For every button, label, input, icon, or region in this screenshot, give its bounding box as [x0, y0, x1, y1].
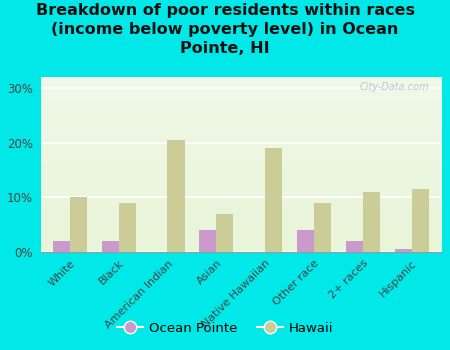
Bar: [412, 189, 429, 252]
Bar: [363, 192, 380, 252]
Bar: [346, 241, 363, 252]
Legend: Ocean Pointe, Hawaii: Ocean Pointe, Hawaii: [112, 316, 338, 340]
Text: City-Data.com: City-Data.com: [360, 82, 429, 92]
Text: Breakdown of poor residents within races
(income below poverty level) in Ocean
P: Breakdown of poor residents within races…: [36, 4, 414, 56]
Bar: [119, 203, 136, 252]
Bar: [167, 140, 184, 252]
Bar: [70, 197, 87, 252]
Bar: [199, 230, 216, 252]
Bar: [314, 203, 331, 252]
Bar: [395, 249, 412, 252]
Bar: [297, 230, 314, 252]
Bar: [265, 148, 282, 252]
Bar: [53, 241, 70, 252]
Bar: [102, 241, 119, 252]
Bar: [216, 214, 234, 252]
